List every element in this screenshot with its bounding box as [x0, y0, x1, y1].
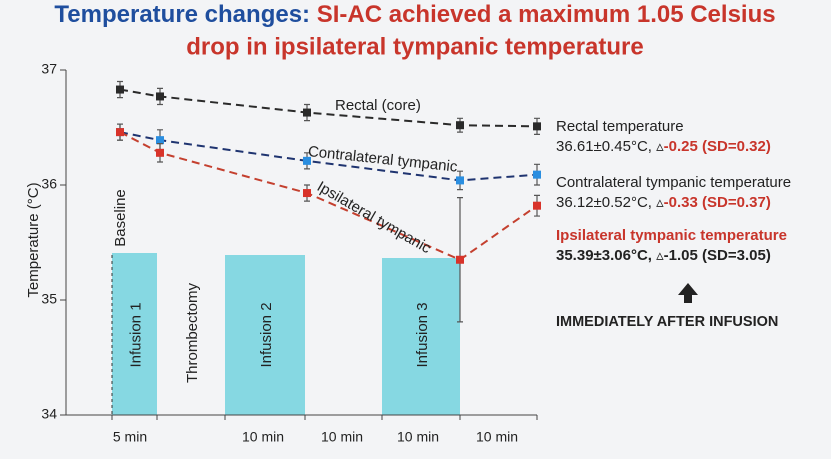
infusion-band — [112, 253, 157, 415]
marker — [533, 122, 541, 131]
baseline-label: Baseline — [112, 189, 129, 247]
infusion-band — [225, 255, 305, 415]
marker — [116, 128, 124, 137]
annotation-change: -1.05 (SD=3.05) — [664, 247, 771, 264]
annotation-value: 35.39±3.06°C, ▵ — [556, 247, 664, 264]
chart-title: Temperature changes: SI-AC achieved a ma… — [54, 1, 775, 28]
annotation-change: -0.33 (SD=0.37) — [664, 194, 771, 211]
arrow-icon — [678, 283, 698, 303]
marker — [303, 189, 311, 198]
marker — [156, 92, 164, 101]
x-tick-label: 10 min — [321, 429, 363, 445]
title-part: Temperature changes: — [54, 1, 316, 28]
series-label: Rectal (core) — [335, 97, 421, 114]
band-label: Thrombectomy — [184, 282, 201, 383]
marker — [156, 136, 164, 145]
annotation-change: -0.25 (SD=0.32) — [664, 138, 771, 155]
callout: IMMEDIATELY AFTER INFUSION — [556, 314, 778, 330]
annotation-title: Rectal temperature — [556, 118, 684, 135]
y-axis-label: Temperature (°C) — [25, 182, 42, 297]
marker — [456, 176, 464, 185]
x-tick-label: 10 min — [242, 429, 284, 445]
annotation-title: Ipsilateral tympanic temperature — [556, 227, 787, 244]
series-label: Ipsilateral tympanic — [314, 178, 434, 257]
y-tick-label: 34 — [41, 406, 57, 422]
y-tick-label: 37 — [41, 61, 57, 77]
annotation-value: 36.12±0.52°C, ▵ — [556, 194, 664, 211]
marker — [303, 108, 311, 117]
marker — [456, 255, 464, 264]
band-label: Infusion 3 — [414, 302, 431, 367]
marker — [533, 170, 541, 179]
chart-title-line: drop in ipsilateral tympanic temperature — [186, 33, 643, 60]
y-tick-label: 36 — [41, 176, 57, 192]
title-part: SI-AC achieved a maximum 1.05 Celsius — [317, 1, 776, 28]
x-tick-label: 10 min — [397, 429, 439, 445]
y-tick-label: 35 — [41, 291, 57, 307]
x-tick-label: 5 min — [113, 429, 147, 445]
band-label: Infusion 1 — [127, 302, 144, 367]
annotation-stat: 36.12±0.52°C, ▵-0.33 (SD=0.37) — [556, 194, 771, 211]
series-line — [119, 88, 538, 128]
infusion-band — [382, 258, 460, 415]
band-label: Infusion 2 — [258, 302, 275, 367]
marker — [533, 201, 541, 210]
annotation-value: 36.61±0.45°C, ▵ — [556, 138, 664, 155]
marker — [156, 148, 164, 157]
marker — [456, 121, 464, 130]
x-tick-label: 10 min — [476, 429, 518, 445]
annotation-stat: 35.39±3.06°C, ▵-1.05 (SD=3.05) — [556, 247, 771, 264]
marker — [303, 156, 311, 165]
annotation-stat: 36.61±0.45°C, ▵-0.25 (SD=0.32) — [556, 138, 771, 155]
marker — [116, 85, 124, 94]
annotation-title: Contralateral tympanic temperature — [556, 174, 791, 191]
